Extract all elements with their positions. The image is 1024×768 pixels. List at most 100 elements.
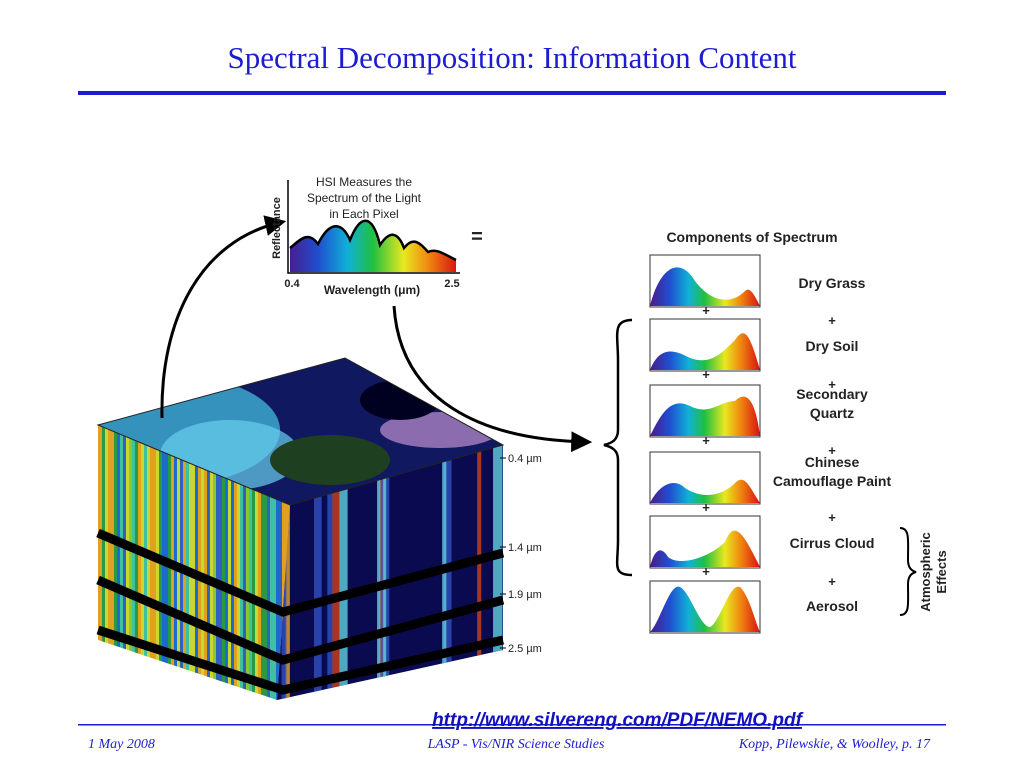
spectrum-caption: Spectrum of the Light <box>307 191 422 205</box>
plus: + <box>828 377 836 392</box>
absorption-band <box>96 575 505 665</box>
component-curve <box>650 586 760 632</box>
plus: + <box>702 433 710 448</box>
component-label: Secondary <box>796 386 868 402</box>
stripe <box>210 425 213 700</box>
component-label: Dry Grass <box>799 275 866 291</box>
spectrum-caption: HSI Measures the <box>316 175 412 189</box>
stripe <box>270 425 273 700</box>
component-curve <box>650 530 760 567</box>
stripe <box>327 445 333 700</box>
stripe <box>138 425 141 700</box>
plus: + <box>828 574 836 589</box>
stripe <box>231 425 234 700</box>
stripe <box>234 425 237 700</box>
stripe <box>493 445 503 700</box>
stripe <box>282 425 285 700</box>
stripe <box>150 425 153 700</box>
absorption-band <box>96 625 504 695</box>
source-link[interactable]: http://www.silvereng.com/PDF/NEMO.pdf <box>432 710 803 731</box>
stripe <box>129 425 132 700</box>
stripe <box>147 425 150 700</box>
stripe <box>135 425 138 700</box>
stripe <box>246 425 249 700</box>
component-label: Quartz <box>810 405 854 421</box>
component-label: Dry Soil <box>806 338 859 354</box>
stripe <box>216 425 219 700</box>
spectrum-axes <box>287 180 460 274</box>
component-curve <box>650 479 760 503</box>
footer-center: LASP - Vis/NIR Science Studies <box>427 737 605 752</box>
stripe <box>141 425 144 700</box>
stripe <box>225 425 228 700</box>
component-curve <box>650 333 760 370</box>
stripe <box>183 425 186 700</box>
stripe <box>192 425 195 700</box>
stripe <box>273 425 276 700</box>
stripe <box>240 425 243 700</box>
stripe <box>267 425 270 700</box>
stripe <box>120 425 123 700</box>
component-curve <box>650 267 760 306</box>
footer-rule <box>78 724 946 726</box>
band-label: 0.4 µm <box>508 453 542 465</box>
stripe <box>114 425 117 700</box>
stripe <box>261 425 264 700</box>
stripe <box>249 425 252 700</box>
stripe <box>477 445 482 700</box>
component-label: Camouflage Paint <box>773 473 892 489</box>
plus: + <box>702 303 710 318</box>
stripe <box>123 425 126 700</box>
x-axis-label: Wavelength (μm) <box>324 283 420 297</box>
component-label: Chinese <box>805 454 860 470</box>
stripe <box>313 445 322 700</box>
stripe <box>111 425 114 700</box>
plus: + <box>702 564 710 579</box>
title-rule <box>78 91 946 95</box>
stripe <box>339 445 348 700</box>
plus: + <box>702 367 710 382</box>
component-curve <box>650 396 760 436</box>
component-label: Aerosol <box>806 598 858 614</box>
hypercube <box>96 357 505 700</box>
stripe <box>219 425 222 700</box>
stripe <box>383 445 387 700</box>
stripe <box>276 425 279 700</box>
stripe <box>377 445 380 700</box>
footer-right: Kopp, Pilewskie, & Woolley, p. 17 <box>738 737 931 752</box>
stripe <box>332 445 341 700</box>
stripe <box>285 445 290 700</box>
x-max: 2.5 <box>444 278 459 290</box>
stripe <box>252 425 255 700</box>
atmospheric-label: Atmospheric <box>918 532 933 611</box>
stripe <box>189 425 192 700</box>
title: Spectral Decomposition: Information Cont… <box>227 40 796 75</box>
equals: = <box>471 226 483 248</box>
band-label: 1.9 µm <box>508 589 542 601</box>
stripe <box>195 425 198 700</box>
stripe <box>201 425 204 700</box>
band-label: 1.4 µm <box>508 542 542 554</box>
stripe <box>98 425 99 700</box>
stripe <box>99 425 102 700</box>
stripe <box>102 425 105 700</box>
stripe <box>243 425 246 700</box>
brace <box>603 318 633 577</box>
plus: + <box>702 500 710 515</box>
plus: + <box>828 510 836 525</box>
stripe <box>258 425 261 700</box>
footer-date: 1 May 2008 <box>88 737 155 752</box>
stripe <box>213 425 216 700</box>
stripe <box>207 425 210 700</box>
stripe <box>198 425 201 700</box>
stripe <box>126 425 129 700</box>
stripe <box>117 425 120 700</box>
stripe <box>279 425 282 700</box>
stripe <box>180 425 183 700</box>
stripe <box>153 425 156 700</box>
stripe <box>264 425 267 700</box>
stripe <box>255 425 258 700</box>
stripe <box>105 425 108 700</box>
x-min: 0.4 <box>284 278 300 290</box>
